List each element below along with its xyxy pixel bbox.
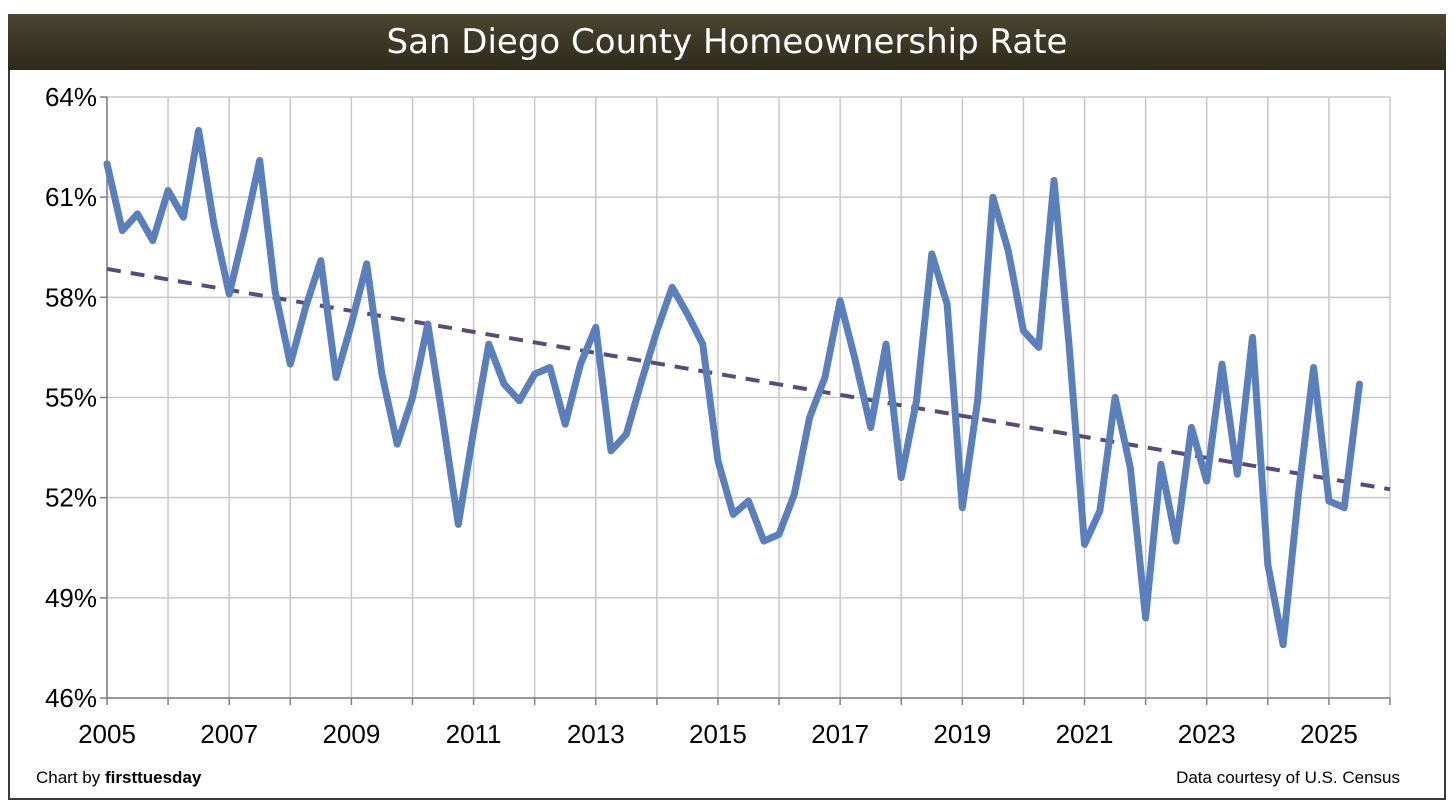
series-layer <box>103 126 1363 649</box>
series-line-homeownership-rate <box>103 126 1363 649</box>
chart-title: San Diego County Homeownership Rate <box>8 14 1446 70</box>
y-tick-labels: 46% 49% 52% 55% 58% 61% 64% <box>45 82 97 713</box>
y-tick-label: 64% <box>45 82 97 112</box>
trendline <box>106 266 1391 492</box>
y-tick-label: 58% <box>45 282 97 312</box>
y-tick-label: 52% <box>45 483 97 513</box>
x-tick-label: 2007 <box>200 719 258 749</box>
chart-credit: Chart by firsttuesday <box>36 768 201 788</box>
x-tick-label: 2019 <box>933 719 991 749</box>
trendline-layer <box>106 266 1391 492</box>
x-tick-label: 2021 <box>1056 719 1114 749</box>
y-tick-label: 46% <box>45 683 97 713</box>
x-tick-label: 2023 <box>1178 719 1236 749</box>
credit-prefix: Chart by <box>36 768 105 787</box>
credit-brand: firsttuesday <box>104 768 202 787</box>
y-tick-label: 55% <box>45 383 97 413</box>
x-tick-label: 2005 <box>78 719 136 749</box>
y-tick-label: 61% <box>45 182 97 212</box>
data-source-credit: Data courtesy of U.S. Census <box>1176 768 1400 787</box>
x-tick-label: 2025 <box>1300 719 1358 749</box>
x-tick-labels: 2005 2007 2009 2011 2013 2015 2017 2019 2021 2023… <box>78 719 1358 749</box>
y-tick-label: 49% <box>45 583 97 613</box>
axes <box>100 96 1391 705</box>
grid <box>106 96 1391 699</box>
x-tick-label: 2017 <box>811 719 869 749</box>
x-tick-label: 2011 <box>446 719 502 749</box>
x-tick-label: 2013 <box>567 719 625 749</box>
x-tick-label: 2015 <box>689 719 747 749</box>
x-tick-label: 2009 <box>322 719 380 749</box>
